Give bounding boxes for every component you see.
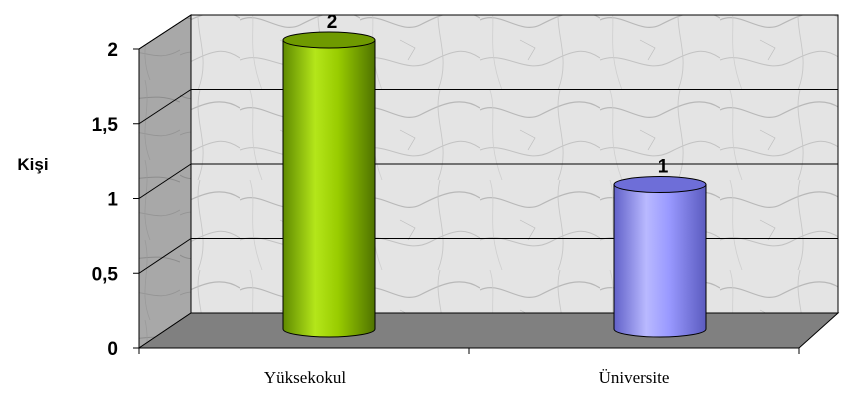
y-axis-label: Kişi (17, 155, 48, 174)
y-tick-label: 2 (107, 40, 118, 61)
x-tick-label: Yüksekokul (264, 368, 346, 387)
y-tick-label: 0 (107, 339, 118, 360)
bar (613, 176, 707, 338)
data-label: 1 (658, 157, 669, 178)
y-tick-label: 0,5 (92, 264, 119, 285)
x-tick-label: Üniversite (599, 368, 670, 387)
data-label: 2 (327, 12, 338, 33)
gridline (138, 14, 838, 50)
y-tick-label: 1,5 (92, 115, 119, 136)
y-tick-label: 1 (107, 190, 118, 211)
floor (137, 312, 840, 349)
bar (282, 31, 376, 338)
